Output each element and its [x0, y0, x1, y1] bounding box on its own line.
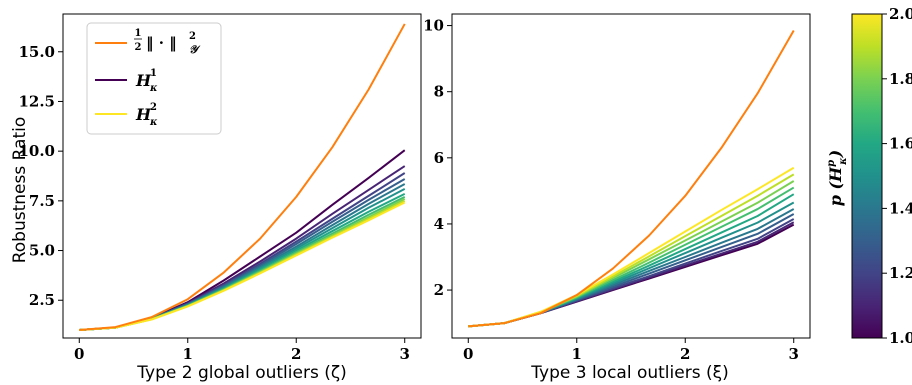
colorbar-tick-label: 1.6 — [889, 135, 912, 153]
colorbar-tick-label: 2.0 — [889, 5, 912, 23]
left-plot: 0 1 2 32.55.07.510.012.515.0 Type 2 global … — [10, 14, 421, 383]
right-axes-frame — [452, 14, 810, 338]
left-y-axis-label: Robustness Ratio — [10, 117, 30, 264]
right-x-axis-label: Type 3 local outliers (ξ) — [530, 363, 728, 383]
left-y-tick-label: 5.0 — [29, 242, 55, 260]
colorbar-ticks: 1.0 1.2 1.4 1.6 1.8 2.0 — [882, 5, 912, 347]
colorbar: 1.0 1.2 1.4 1.6 1.8 2.0 p (Hpκ) — [826, 5, 912, 347]
left-y-tick-label: 7.5 — [29, 192, 55, 210]
left-series-line-p-1-7 — [79, 197, 404, 330]
svg-text:2: 2 — [135, 42, 142, 53]
colorbar-tick-label: 1.4 — [889, 199, 912, 217]
svg-text:1: 1 — [150, 68, 157, 79]
svg-text:κ: κ — [149, 117, 158, 128]
right-plot-axes: 0 1 2 3 2 4 6 8 10 — [423, 14, 810, 363]
right-y-tick-label: 6 — [434, 149, 444, 167]
right-x-tick-label: 1 — [572, 345, 582, 363]
colorbar-gradient — [852, 14, 882, 338]
left-x-tick-label: 0 — [74, 345, 84, 363]
right-x-tick-label: 3 — [789, 345, 799, 363]
left-series-line-p-1-5 — [79, 189, 404, 330]
right-plot-lines — [468, 31, 793, 327]
svg-text:κ: κ — [149, 83, 158, 94]
colorbar-tick-label: 1.0 — [889, 329, 912, 347]
colorbar-label: p (Hpκ) — [826, 150, 849, 207]
right-y-tick-label: 4 — [434, 215, 444, 233]
left-x-tick-label: 2 — [291, 345, 301, 363]
svg-text:2: 2 — [189, 31, 196, 42]
svg-text:1: 1 — [135, 28, 142, 39]
left-y-tick-label: 15.0 — [18, 43, 55, 61]
colorbar-tick-label: 1.2 — [889, 264, 912, 282]
right-x-tick-label: 0 — [463, 345, 473, 363]
svg-text:p (Hpκ): p (Hpκ) — [826, 150, 849, 207]
left-y-tick-label: 2.5 — [29, 291, 55, 309]
svg-text:‖ · ‖: ‖ · ‖ — [146, 34, 177, 52]
right-x-tick-label: 2 — [680, 345, 690, 363]
left-series-line-p-1-4 — [79, 184, 404, 330]
left-plot-legend: 1 2 ‖ · ‖ 2 𝒴 H 1 κ H 2 κ — [87, 23, 221, 134]
svg-text:2: 2 — [150, 102, 157, 113]
left-series-line-p-1-1 — [79, 166, 404, 330]
right-y-tick-label: 2 — [434, 281, 444, 299]
colorbar-tick-label: 1.8 — [889, 70, 912, 88]
right-y-tick-label: 8 — [434, 83, 444, 101]
left-series-line-p-1-9 — [79, 201, 404, 330]
right-plot: 0 1 2 3 2 4 6 8 10 Type 3 local outliers (ξ) — [423, 14, 810, 383]
left-x-tick-label: 1 — [183, 345, 193, 363]
right-series-line-p-1-6 — [468, 194, 793, 326]
left-series-line-p-1 — [79, 150, 404, 330]
right-series-line-p-1-3 — [468, 214, 793, 326]
left-y-tick-label: 12.5 — [18, 92, 55, 110]
right-y-tick-label: 10 — [423, 17, 444, 35]
left-x-tick-label: 3 — [400, 345, 410, 363]
left-series-line-p-1-2 — [79, 173, 404, 330]
left-x-axis-label: Type 2 global outliers (ζ) — [136, 363, 346, 383]
